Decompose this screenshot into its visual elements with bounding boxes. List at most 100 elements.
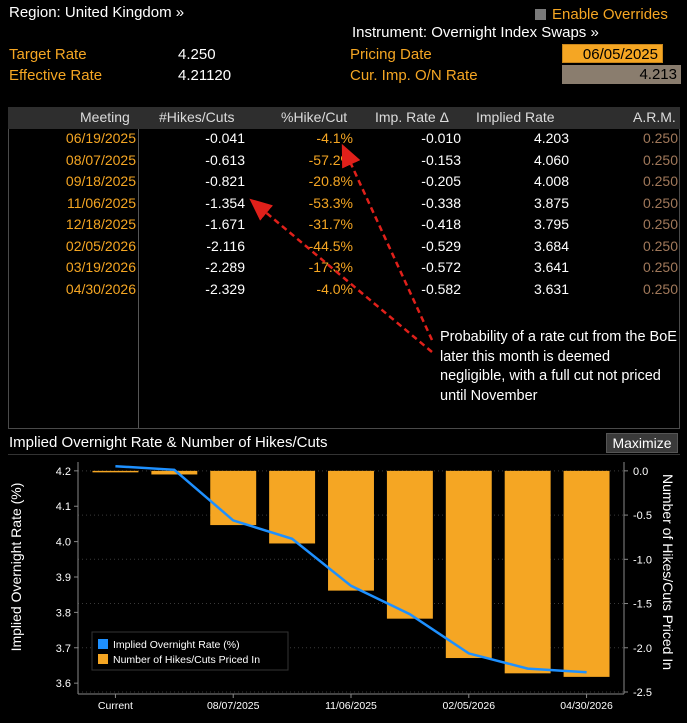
- table-cell-pct: -4.1%: [316, 130, 353, 146]
- table-cell-implied: 3.641: [533, 259, 569, 275]
- table-cell-arm: 0.250: [642, 216, 678, 232]
- table-cell-hikes: -2.329: [205, 280, 245, 297]
- pricing-date-label: Pricing Date: [350, 46, 432, 63]
- target-rate-value: 4.250: [178, 46, 216, 63]
- y-axis-right-label: Number of Hikes/Cuts Priced In: [660, 474, 676, 670]
- table-cell-pct: -4.0%: [316, 280, 353, 297]
- table-cell-meeting[interactable]: 02/05/2026: [65, 237, 136, 254]
- effective-rate-label: Effective Rate: [9, 67, 103, 84]
- y-left-tick-label: 4.0: [56, 537, 71, 549]
- bar-5: [386, 470, 433, 619]
- table-cell-meeting[interactable]: 11/06/2025: [66, 194, 136, 211]
- legend-label-line: Implied Overnight Rate (%): [113, 639, 240, 651]
- pricing-date-input[interactable]: 06/05/2025: [562, 44, 663, 63]
- bar-1: [151, 470, 198, 475]
- table-cell-pct: -31.7%: [308, 216, 353, 232]
- arrow-to-aug: [341, 143, 434, 341]
- table-cell-meeting[interactable]: 06/19/2025: [65, 130, 136, 146]
- x-tick-label: 02/05/2026: [442, 700, 495, 712]
- annotation-arrows: [249, 143, 434, 353]
- x-tick-label: Current: [98, 700, 133, 712]
- cur-imp-rate-value[interactable]: 4.213: [562, 65, 681, 84]
- col-arm[interactable]: A.R.M.: [633, 109, 676, 125]
- table-cell-delta: -0.418: [421, 216, 461, 232]
- bar-0: [92, 470, 139, 473]
- table-cell-hikes: -2.116: [206, 237, 245, 254]
- table-header: [8, 107, 680, 129]
- table-cell-meeting[interactable]: 04/30/2026: [65, 280, 136, 297]
- table-cell-hikes: -1.671: [205, 216, 245, 232]
- table-cell-hikes: -0.041: [205, 130, 245, 146]
- table-cell-delta: -0.338: [421, 194, 461, 211]
- table-cell-delta: -0.582: [421, 280, 461, 297]
- table-cell-delta: -0.572: [421, 259, 461, 275]
- table-cell-hikes: -0.821: [205, 173, 245, 189]
- y-left-tick-label: 3.6: [56, 678, 71, 690]
- table-cell-implied: 4.060: [533, 151, 569, 168]
- y-left-tick-label: 3.8: [56, 607, 71, 619]
- table-cell-implied: 3.875: [533, 194, 569, 211]
- checkbox-icon[interactable]: [535, 9, 546, 20]
- col-implied-rate[interactable]: Implied Rate: [476, 109, 555, 125]
- bar-8: [563, 470, 610, 677]
- enable-overrides-toggle[interactable]: Enable Overrides: [535, 6, 668, 24]
- table-cell-meeting[interactable]: 09/18/2025: [65, 173, 136, 189]
- x-tick-label: 04/30/2026: [560, 700, 613, 712]
- col-imp-rate-delta[interactable]: Imp. Rate Δ: [375, 109, 449, 125]
- table-cell-implied: 4.008: [533, 173, 569, 189]
- legend-swatch-bar: [98, 654, 108, 664]
- y-right-tick-label: -2.0: [633, 643, 652, 655]
- y-left-tick-label: 3.7: [56, 643, 71, 655]
- effective-rate-value: 4.21120: [178, 67, 232, 84]
- legend-label-bar: Number of Hikes/Cuts Priced In: [113, 654, 260, 666]
- cur-imp-rate-label: Cur. Imp. O/N Rate: [350, 67, 478, 84]
- annotation-text: Probability of a rate cut from the BoE l…: [440, 329, 677, 404]
- combo-chart: 4.2 4.1 4.0 3.9 3.8 3.7 3.6 0.0 -0.5 -1.0 -1.5 -2.…: [8, 462, 676, 712]
- col-pct-hike-cut[interactable]: %Hike/Cut: [281, 109, 348, 125]
- table-cell-arm: 0.250: [642, 280, 678, 297]
- col-hikes-cuts[interactable]: #Hikes/Cuts: [159, 109, 235, 125]
- instrument-selector[interactable]: Instrument: Overnight Index Swaps »: [352, 24, 599, 41]
- table-cell-meeting[interactable]: 08/07/2025: [65, 151, 136, 168]
- y-left-tick-label: 4.2: [56, 466, 71, 478]
- x-tick-label: 08/07/2025: [207, 700, 260, 712]
- table-cell-hikes: -1.354: [205, 194, 245, 211]
- y-right-tick-label: -1.0: [633, 554, 652, 566]
- arrow-to-nov: [249, 198, 433, 353]
- legend-swatch-line: [98, 639, 108, 649]
- table-cell-hikes: -2.289: [205, 259, 245, 275]
- implied-rate-line: [115, 464, 587, 674]
- table-cell-meeting[interactable]: 03/19/2026: [65, 259, 136, 275]
- col-meeting[interactable]: Meeting: [80, 109, 130, 125]
- table-cell-delta: -0.010: [421, 130, 461, 146]
- table-cell-implied: 3.631: [533, 280, 569, 297]
- table-cell-arm: 0.250: [642, 151, 678, 168]
- enable-overrides-label: Enable Overrides: [552, 6, 668, 23]
- bar-3: [269, 470, 316, 544]
- chart-title: Implied Overnight Rate & Number of Hikes…: [9, 434, 328, 451]
- table-cell-arm: 0.250: [642, 194, 678, 211]
- table-cell-pct: -44.5%: [308, 237, 353, 254]
- region-selector[interactable]: Region: United Kingdom »: [9, 4, 185, 21]
- table-cell-implied: 4.203: [533, 130, 569, 146]
- y-right-tick-label: -0.5: [633, 510, 652, 522]
- table-cell-implied: 3.684: [533, 237, 569, 254]
- maximize-button[interactable]: Maximize: [606, 433, 678, 453]
- bar-7: [504, 470, 551, 674]
- table-cell-arm: 0.250: [642, 173, 678, 189]
- chart-legend: Implied Overnight Rate (%) Number of Hik…: [91, 631, 289, 671]
- bar-4: [328, 470, 374, 591]
- table-cell-arm: 0.250: [642, 130, 678, 146]
- target-rate-label: Target Rate: [9, 46, 87, 63]
- table-cell-arm: 0.250: [642, 259, 678, 275]
- y-left-tick-label: 4.1: [56, 501, 71, 513]
- y-left-tick-label: 3.9: [56, 572, 71, 584]
- table-cell-hikes: -0.613: [205, 151, 245, 168]
- table-cell-meeting[interactable]: 12/18/2025: [65, 216, 136, 232]
- table-cell-arm: 0.250: [642, 237, 678, 254]
- y-right-tick-label: -2.5: [633, 687, 652, 699]
- table-cell-delta: -0.153: [421, 151, 461, 168]
- bar-2: [210, 470, 257, 526]
- table-cell-delta: -0.529: [421, 237, 461, 254]
- y-axis-left-label: Implied Overnight Rate (%): [8, 483, 24, 652]
